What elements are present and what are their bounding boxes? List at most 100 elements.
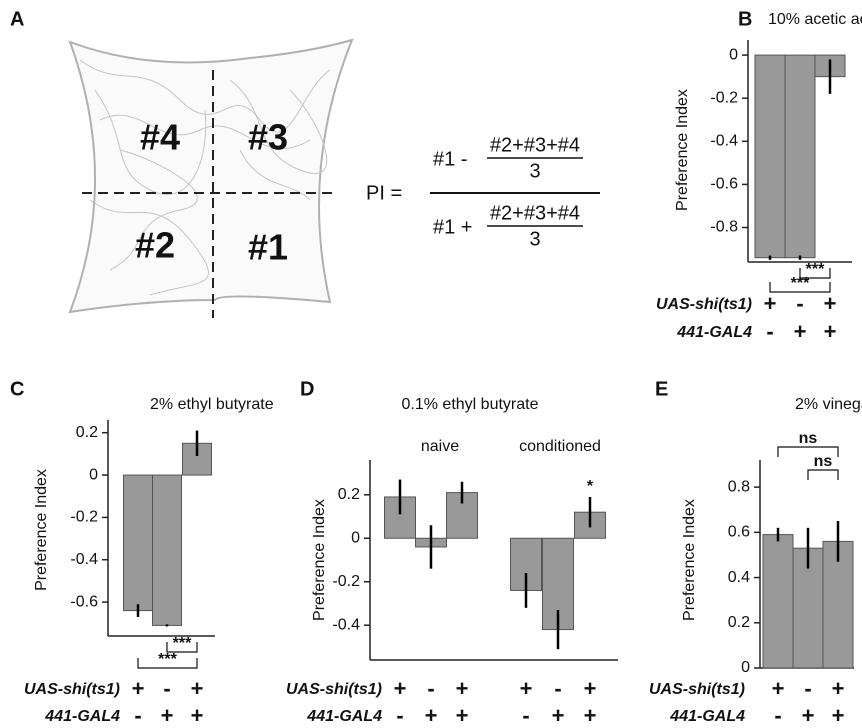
genotype-label: UAS-shi(ts1) — [286, 681, 382, 698]
y-tick-label: -0.2 — [70, 509, 98, 526]
genotype-sign: + — [161, 703, 174, 728]
genotype-sign: + — [772, 676, 785, 701]
genotype-sign: - — [134, 703, 141, 728]
y-tick-label: 0.2 — [338, 486, 360, 503]
genotype-sign: + — [802, 703, 815, 728]
significance-label: *** — [791, 275, 810, 292]
bar — [762, 534, 794, 669]
y-axis-label: Preference Index — [681, 499, 698, 621]
genotype-sign: - — [796, 291, 803, 316]
significance-label: *** — [806, 261, 825, 278]
group-label: conditioned — [519, 438, 601, 455]
significance-bracket — [166, 642, 198, 653]
genotype-sign: + — [394, 676, 407, 701]
genotype-sign: + — [132, 676, 145, 701]
chart-title: 10% acetic acid — [768, 11, 862, 28]
genotype-sign: + — [832, 703, 845, 728]
quadrant-label: #2 — [135, 225, 175, 266]
quadrant-label: #3 — [248, 117, 288, 158]
bar — [152, 474, 182, 626]
panel-a: A #4 #3 #2 #1 PI = #1 - #2+#3+#4 3 #1 + … — [10, 8, 600, 318]
formula-text: #2+#3+#4 — [490, 202, 580, 224]
y-tick-label: -0.4 — [70, 551, 98, 568]
y-tick-label: 0.6 — [728, 524, 750, 541]
genotype-label: 441-GAL4 — [306, 708, 382, 725]
y-tick-label: 0 — [729, 46, 738, 63]
genotype-label: 441-GAL4 — [669, 708, 745, 725]
chart-title: 0.1% ethyl butyrate — [402, 396, 539, 413]
genotype-sign: + — [764, 291, 777, 316]
y-axis-label: Preference Index — [33, 469, 50, 591]
genotype-label: 441-GAL4 — [676, 324, 752, 341]
y-tick-label: -0.2 — [332, 573, 360, 590]
genotype-sign: - — [774, 703, 781, 728]
chart-title: 2% ethyl butyrate — [150, 396, 274, 413]
genotype-label: UAS-shi(ts1) — [24, 681, 120, 698]
formula-text: 3 — [529, 160, 540, 182]
significance-label: *** — [173, 635, 192, 652]
chart-title: 2% vinegar — [795, 396, 862, 413]
panel-letter: B — [738, 8, 752, 30]
y-axis-label: Preference Index — [674, 89, 691, 211]
genotype-sign: + — [191, 703, 204, 728]
quadrant-label: #1 — [248, 227, 288, 268]
group-label: naive — [421, 438, 459, 455]
formula-text: #1 - — [433, 148, 467, 170]
genotype-sign: - — [766, 319, 773, 344]
y-tick-label: -0.4 — [710, 133, 738, 150]
genotype-label: 441-GAL4 — [44, 708, 120, 725]
significance-label: ns — [814, 453, 833, 470]
panel-letter: E — [655, 378, 668, 400]
y-tick-label: 0.2 — [728, 614, 750, 631]
bar — [123, 474, 153, 612]
y-tick-label: 0.8 — [728, 478, 750, 495]
genotype-label: UAS-shi(ts1) — [656, 296, 752, 313]
genotype-sign: - — [163, 676, 170, 701]
genotype-sign: + — [824, 291, 837, 316]
significance-bracket — [137, 658, 198, 669]
panel-letter: D — [300, 378, 314, 400]
genotype-sign: - — [396, 703, 403, 728]
genotype-sign: + — [584, 676, 597, 701]
panel-letter: C — [10, 378, 24, 400]
genotype-sign: + — [584, 703, 597, 728]
formula-lhs: PI = — [366, 182, 402, 204]
bar — [822, 540, 854, 669]
y-tick-label: -0.2 — [710, 89, 738, 106]
y-tick-label: 0 — [351, 529, 360, 546]
quadrant-label: #4 — [140, 117, 180, 158]
y-tick-label: 0.2 — [76, 424, 98, 441]
genotype-sign: + — [520, 676, 533, 701]
genotype-sign: - — [804, 676, 811, 701]
y-axis-label: Preference Index — [311, 499, 328, 621]
formula-text: #1 + — [433, 216, 472, 238]
significance-bracket — [799, 268, 831, 279]
formula-text: #2+#3+#4 — [490, 134, 580, 156]
significance-bracket — [777, 446, 839, 457]
trajectories — [79, 59, 331, 296]
genotype-sign: + — [456, 676, 469, 701]
genotype-sign: - — [427, 676, 434, 701]
bar — [784, 54, 816, 259]
y-tick-label: -0.8 — [710, 219, 738, 236]
genotype-sign: - — [554, 676, 561, 701]
significance-bracket — [769, 282, 831, 293]
genotype-sign: - — [522, 703, 529, 728]
y-tick-label: 0 — [89, 466, 98, 483]
genotype-sign: + — [191, 676, 204, 701]
genotype-sign: + — [824, 319, 837, 344]
formula-text: 3 — [529, 228, 540, 250]
genotype-sign: + — [552, 703, 565, 728]
significance-label: ns — [799, 430, 818, 447]
significance-label: * — [587, 478, 594, 495]
y-tick-label: 0 — [741, 659, 750, 676]
genotype-sign: + — [794, 319, 807, 344]
genotype-sign: + — [456, 703, 469, 728]
y-tick-label: 0.4 — [728, 569, 750, 586]
significance-bracket — [807, 469, 839, 480]
y-tick-label: -0.6 — [70, 593, 98, 610]
bar — [754, 54, 786, 259]
significance-label: *** — [158, 651, 177, 668]
genotype-sign: + — [832, 676, 845, 701]
